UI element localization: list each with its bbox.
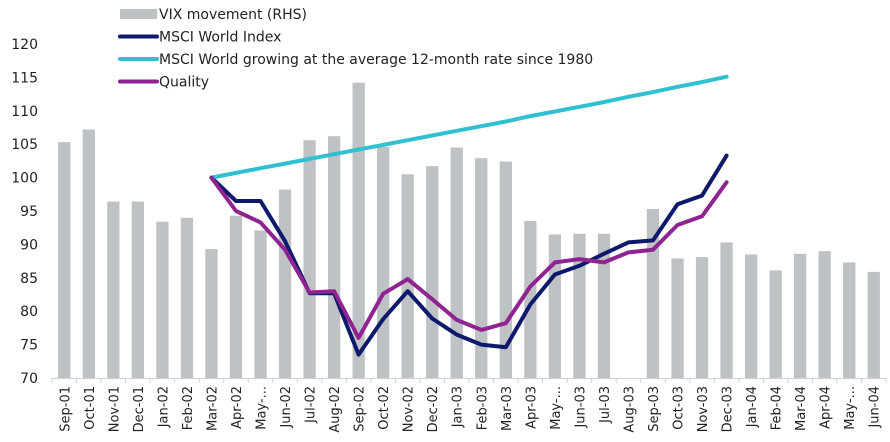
bar-mar-02-6 — [205, 249, 218, 378]
x-tick-label-3: Dec-01 — [132, 386, 147, 432]
legend-label-vix-movement-rhs: VIX movement (RHS) — [159, 7, 307, 23]
x-tick-label-32: May-... — [843, 386, 858, 430]
bar-aug-02-11 — [328, 136, 341, 378]
bar-may-20 — [548, 234, 561, 378]
x-tick-label-23: Aug-03 — [622, 386, 637, 433]
x-tick-label-30: Mar-04 — [794, 386, 809, 431]
legend-swatch-vix-movement-rhs — [120, 9, 157, 19]
bar-may-32 — [843, 262, 856, 378]
x-tick-label-15: Dec-02 — [426, 386, 441, 432]
bar-jun-03-21 — [573, 233, 586, 378]
y-tick-120: 120 — [11, 37, 38, 53]
bar-apr-03-19 — [524, 221, 537, 378]
x-tick-label-17: Feb-03 — [475, 386, 490, 430]
bar-jul-03-22 — [597, 233, 611, 378]
bar-oct-03-25 — [671, 258, 684, 378]
bar-may-8 — [254, 230, 267, 378]
x-tick-label-33: Jun-04 — [868, 386, 883, 429]
bar-jan-03-16 — [450, 147, 463, 378]
x-tick-label-21: Jun-03 — [573, 386, 588, 429]
x-tick-label-27: Dec-03 — [721, 386, 736, 432]
bar-jun-02-9 — [278, 189, 292, 378]
bar-sep-01-0 — [58, 142, 71, 378]
line-msci-world-growing-at-the-average-12-month-rate-since-1980 — [209, 74, 729, 180]
x-tick-label-28: Jan-04 — [745, 386, 760, 428]
x-tick-label-9: Jun-02 — [279, 386, 294, 429]
x-tick-label-10: Jul-02 — [304, 386, 319, 424]
x-tick-label-31: Apr-04 — [819, 386, 834, 429]
x-tick-label-19: Apr-03 — [524, 386, 539, 429]
y-axis: 70 75 80 85 90 95 100 105 110 115 120 — [11, 37, 38, 387]
legend-label-msci-world-index: MSCI World Index — [159, 30, 281, 46]
y-tick-95: 95 — [20, 204, 38, 220]
x-tick-label-24: Sep-03 — [647, 386, 662, 432]
x-tick-label-6: Mar-02 — [205, 386, 220, 431]
bar-apr-02-7 — [229, 215, 243, 378]
bar-apr-04-31 — [818, 251, 831, 378]
x-tick-label-16: Jan-03 — [451, 386, 466, 428]
x-tick-label-26: Nov-03 — [696, 386, 711, 432]
bar-nov-01-2 — [107, 201, 120, 378]
y-tick-90: 90 — [20, 237, 38, 253]
bar-dec-01-3 — [131, 201, 144, 378]
bar-dec-03-27 — [720, 242, 733, 378]
bar-jan-04-28 — [745, 254, 758, 378]
x-tick-label-2: Nov-01 — [107, 386, 122, 432]
y-tick-85: 85 — [20, 271, 38, 287]
y-tick-80: 80 — [20, 304, 38, 320]
bar-mar-04-30 — [794, 253, 807, 378]
bar-sep-02-12 — [352, 82, 365, 378]
x-tick-label-5: Feb-02 — [181, 386, 196, 430]
bar-feb-03-17 — [475, 158, 488, 378]
legend-label-msci-world-growing-at-the-average-12-month-rate-since-1980: MSCI World growing at the average 12-mon… — [159, 52, 593, 68]
x-tick-label-20: May-... — [549, 386, 564, 430]
x-tick-label-14: Nov-02 — [402, 386, 417, 432]
x-tick-label-1: Oct-01 — [83, 386, 98, 430]
x-tick-label-18: Mar-03 — [500, 386, 515, 431]
x-tick-label-12: Sep-02 — [353, 386, 368, 432]
y-tick-105: 105 — [11, 137, 38, 153]
x-axis: Sep-01 Oct-01 Nov-01 Dec-01 Jan-02 Feb-02 Mar-… — [51, 378, 887, 433]
bar-jun-04-33 — [867, 271, 880, 378]
y-tick-70: 70 — [20, 371, 38, 387]
y-tick-100: 100 — [11, 171, 38, 187]
bar-nov-02-14 — [401, 174, 414, 378]
x-tick-label-25: Oct-03 — [672, 386, 687, 430]
line-series — [209, 74, 729, 357]
y-tick-115: 115 — [11, 70, 38, 86]
x-tick-label-4: Jan-02 — [156, 386, 171, 428]
x-tick-label-8: May-... — [255, 386, 270, 430]
x-tick-label-22: Jul-03 — [598, 386, 613, 424]
bar-oct-01-1 — [82, 129, 95, 378]
x-tick-label-29: Feb-04 — [770, 386, 785, 430]
bar-oct-02-13 — [377, 146, 390, 378]
x-tick-label-11: Aug-02 — [328, 386, 343, 433]
x-tick-label-0: Sep-01 — [58, 386, 73, 432]
x-tick-label-13: Oct-02 — [377, 386, 392, 430]
bar-jul-02-10 — [303, 140, 316, 378]
y-tick-75: 75 — [20, 338, 38, 354]
y-tick-110: 110 — [11, 104, 38, 120]
legend-label-quality: Quality — [159, 75, 209, 91]
bar-feb-02-5 — [180, 217, 194, 378]
line-quality — [209, 175, 729, 340]
bar-jan-02-4 — [156, 221, 169, 378]
bar-nov-03-26 — [695, 257, 709, 378]
legend: VIX movement (RHS) MSCI World Index MSCI W… — [118, 7, 593, 91]
bar-dec-02-15 — [426, 166, 439, 378]
x-tick-label-7: Apr-02 — [230, 386, 245, 429]
bar-feb-04-29 — [769, 270, 782, 378]
